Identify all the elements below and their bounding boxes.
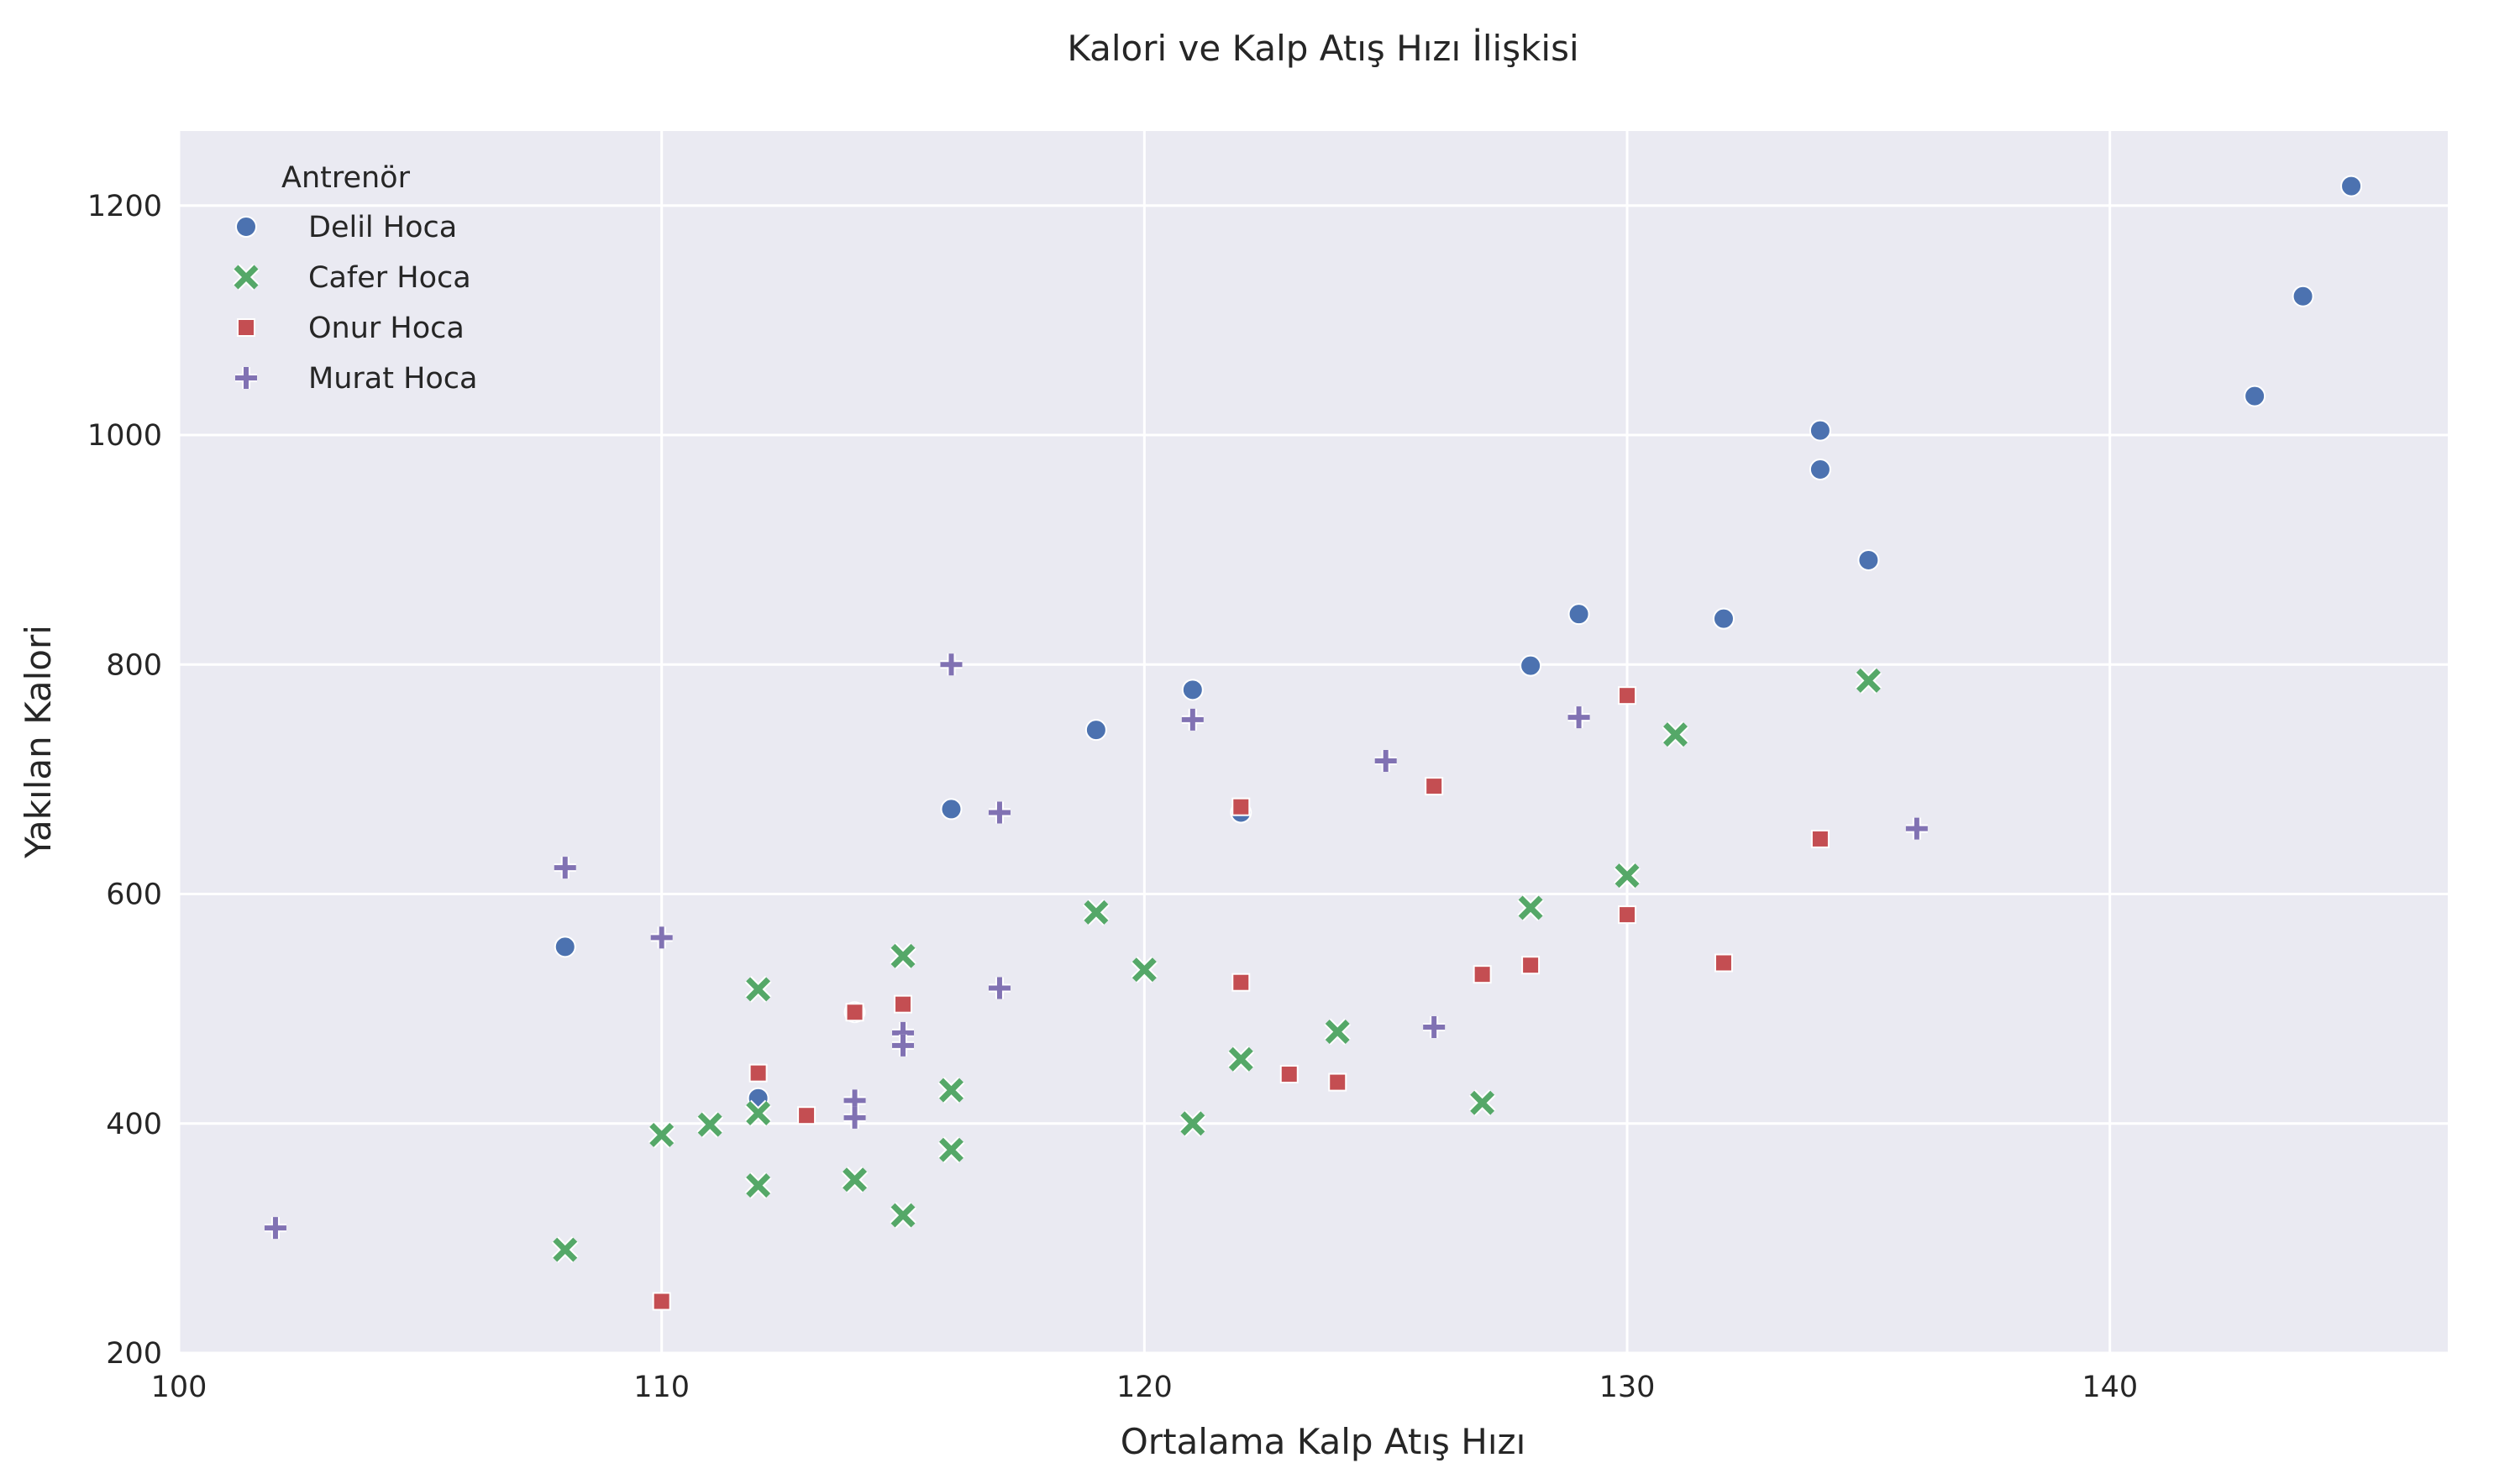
- legend-item-label: Delil Hoca: [308, 211, 457, 244]
- grid-lines: [177, 131, 2448, 1355]
- x-tick-label: 100: [151, 1371, 207, 1404]
- data-point: [744, 976, 772, 1003]
- data-point: [940, 653, 963, 676]
- data-point: [554, 857, 576, 879]
- y-tick-label: 200: [106, 1337, 162, 1371]
- legend-title: Antrenör: [281, 161, 411, 195]
- data-point: [650, 926, 673, 949]
- data-point: [988, 801, 1011, 824]
- y-tick-label: 1000: [87, 419, 162, 453]
- y-axis-label: Yakılan Kalori: [18, 625, 59, 859]
- data-point: [890, 1202, 916, 1229]
- y-tick-label: 400: [106, 1108, 162, 1141]
- data-point: [1567, 603, 1590, 626]
- data-point: [1227, 1046, 1255, 1073]
- data-point: [1810, 829, 1830, 848]
- data-point: [1857, 548, 1880, 571]
- data-point: [1083, 899, 1110, 926]
- data-point: [937, 1077, 965, 1104]
- data-point: [1324, 1018, 1352, 1046]
- data-point: [841, 1166, 869, 1193]
- data-point: [892, 1034, 915, 1057]
- data-point: [1809, 459, 1831, 481]
- legend-item-label: Onur Hoca: [308, 312, 465, 345]
- x-tick-label: 140: [2082, 1371, 2138, 1404]
- data-point: [2244, 385, 2266, 407]
- data-point: [894, 994, 913, 1014]
- x-axis-ticks: 100 110 120 130 140: [151, 1371, 2139, 1404]
- data-point: [1905, 817, 1928, 840]
- data-point: [748, 1063, 768, 1083]
- data-point: [890, 942, 916, 970]
- data-point: [648, 1121, 675, 1149]
- legend-item-label: Cafer Hoca: [308, 261, 471, 295]
- data-point: [1521, 956, 1541, 975]
- legend-marker: [235, 216, 257, 238]
- data-point: [1614, 862, 1641, 889]
- data-point: [1567, 706, 1590, 729]
- data-point: [1662, 721, 1689, 748]
- legend: Antrenör Delil Hoca Cafer Hoca Onur Hoca Mu…: [233, 161, 478, 396]
- data-point: [696, 1111, 724, 1139]
- y-tick-label: 1200: [87, 190, 162, 223]
- series-cafer-hoca: [551, 667, 1882, 1263]
- x-tick-label: 130: [1599, 1371, 1656, 1404]
- x-tick-label: 110: [633, 1371, 690, 1404]
- data-point: [652, 1292, 671, 1311]
- data-point: [1131, 956, 1158, 983]
- data-point: [1809, 419, 1831, 442]
- legend-marker: [237, 318, 255, 337]
- data-point: [264, 1217, 286, 1240]
- series-murat-hoca: [264, 653, 1928, 1240]
- data-point: [988, 977, 1011, 999]
- data-point: [1181, 708, 1204, 731]
- data-points: [264, 175, 2363, 1311]
- data-point: [937, 1136, 965, 1164]
- data-point: [2292, 285, 2314, 307]
- y-axis-ticks: 200 400 600 800 1000 1200: [87, 190, 162, 1371]
- data-point: [843, 1106, 866, 1129]
- data-point: [1618, 905, 1637, 925]
- data-point: [744, 1099, 772, 1127]
- data-point: [551, 1236, 579, 1263]
- data-point: [1181, 679, 1204, 701]
- legend-marker: [235, 367, 257, 389]
- y-tick-label: 800: [106, 648, 162, 682]
- data-point: [1468, 1089, 1496, 1117]
- data-point: [1231, 973, 1251, 992]
- data-point: [940, 798, 963, 821]
- legend-item-label: Murat Hoca: [308, 362, 478, 396]
- y-tick-label: 600: [106, 878, 162, 912]
- data-point: [1712, 607, 1735, 630]
- data-point: [744, 1172, 772, 1199]
- data-point: [1279, 1065, 1299, 1084]
- plot-area: [179, 131, 2448, 1353]
- data-point: [1179, 1109, 1206, 1137]
- data-point: [845, 1003, 864, 1022]
- data-point: [1517, 894, 1544, 921]
- data-point: [797, 1106, 816, 1125]
- x-tick-label: 120: [1116, 1371, 1173, 1404]
- x-axis-label: Ortalama Kalp Atış Hızı: [1121, 1421, 1526, 1462]
- data-point: [1520, 654, 1542, 677]
- data-point: [1374, 750, 1397, 773]
- data-point: [1423, 1016, 1446, 1038]
- data-point: [1855, 667, 1882, 695]
- series-onur-hoca: [652, 686, 1830, 1311]
- data-point: [1425, 777, 1444, 796]
- chart-title: Kalori ve Kalp Atış Hızı İlişkisi: [1067, 27, 1578, 69]
- data-point: [1618, 686, 1637, 705]
- data-point: [1328, 1072, 1347, 1092]
- data-point: [2340, 175, 2363, 197]
- data-point: [1714, 953, 1733, 973]
- legend-marker: [233, 264, 260, 291]
- data-point: [1084, 719, 1107, 742]
- data-point: [1473, 965, 1492, 984]
- data-point: [554, 936, 576, 958]
- data-point: [1231, 797, 1251, 816]
